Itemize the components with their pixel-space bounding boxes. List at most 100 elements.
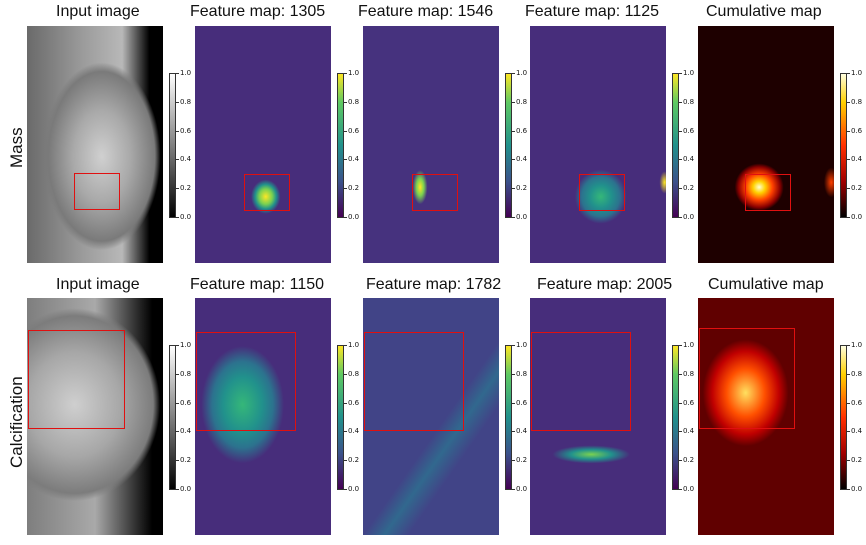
title-r1-cum: Cumulative map: [706, 3, 822, 20]
colorbar-tick-label: 0.6: [180, 398, 192, 407]
colorbar-tick-label: 1.0: [516, 69, 528, 77]
colorbar-tick-mark: [344, 130, 347, 132]
colorbar-tick-label: 0.6: [683, 398, 695, 407]
colorbar-tick-mark: [679, 402, 682, 404]
colorbar-tick-label: 0.4: [180, 155, 192, 164]
colorbar-tick-mark: [176, 460, 179, 462]
colorbar-tick-label: 0.6: [851, 126, 863, 135]
colorbar-tick-mark: [344, 101, 347, 103]
colorbar-tick-label: 0.0: [180, 213, 192, 221]
colorbar-calcification-fm1150: [337, 345, 344, 490]
title-r1-fm1: Feature map: 1305: [190, 3, 326, 20]
colorbar-tick-label: 0.2: [851, 184, 863, 193]
colorbar-tick-mark: [847, 431, 850, 433]
colorbar-tick-label: 1.0: [180, 341, 192, 349]
colorbar-tick-mark: [679, 188, 682, 190]
colorbar-tick-mark: [344, 188, 347, 190]
mass-feature-map-1546: [363, 26, 499, 263]
colorbar-tick-label: 0.8: [683, 97, 695, 106]
colorbar-mass-fm1305: [337, 73, 344, 218]
colorbar-tick-label: 0.0: [516, 485, 528, 493]
colorbar-tick-label: 0.2: [348, 184, 360, 193]
colorbar-tick-label: 0.6: [180, 126, 192, 135]
colorbar-tick-label: 0.8: [516, 97, 528, 106]
colorbar-tick-label: 0.0: [851, 485, 863, 493]
colorbar-tick-label: 1.0: [683, 69, 695, 77]
colorbar-tick-mark: [847, 188, 850, 190]
colorbar-tick-label: 1.0: [348, 341, 360, 349]
colorbar-tick-label: 0.8: [516, 369, 528, 378]
colorbar-tick-mark: [512, 159, 515, 161]
colorbar-tick-label: 0.8: [851, 369, 863, 378]
colorbar-tick-label: 0.8: [348, 97, 360, 106]
mass-feature-map-1305: [195, 26, 331, 263]
colorbar-tick-label: 0.0: [180, 485, 192, 493]
colorbar-tick-label: 0.2: [180, 456, 192, 465]
title-r2-cum: Cumulative map: [708, 276, 824, 293]
calcification-fm1782-roi: [364, 332, 464, 431]
colorbar-tick-label: 0.2: [683, 184, 695, 193]
colorbar-tick-label: 0.2: [683, 456, 695, 465]
calcification-input-image: [27, 298, 163, 535]
colorbar-tick-mark: [344, 431, 347, 433]
colorbar-tick-mark: [512, 188, 515, 190]
colorbar-tick-mark: [847, 345, 850, 346]
title-r2-fm3: Feature map: 2005: [537, 276, 673, 293]
colorbar-tick-mark: [176, 188, 179, 190]
colorbar-tick-mark: [679, 130, 682, 132]
colorbar-tick-label: 0.8: [683, 369, 695, 378]
colorbar-tick-label: 0.0: [683, 485, 695, 493]
colorbar-tick-label: 1.0: [851, 69, 863, 77]
colorbar-tick-mark: [344, 460, 347, 462]
colorbar-tick-mark: [679, 345, 682, 346]
colorbar-tick-label: 1.0: [180, 69, 192, 77]
colorbar-tick-label: 0.2: [516, 456, 528, 465]
colorbar-tick-label: 0.6: [516, 126, 528, 135]
calcification-fm2005-roi: [531, 332, 631, 431]
colorbar-tick-mark: [512, 431, 515, 433]
colorbar-tick-label: 0.6: [851, 398, 863, 407]
colorbar-tick-mark: [512, 373, 515, 375]
colorbar-tick-mark: [679, 159, 682, 161]
colorbar-tick-label: 0.6: [348, 126, 360, 135]
colorbar-tick-label: 0.0: [683, 213, 695, 221]
colorbar-tick-mark: [679, 460, 682, 462]
mass-fm1305-roi: [244, 174, 290, 211]
colorbar-tick-mark: [512, 217, 515, 218]
title-r1-input: Input image: [56, 3, 140, 20]
colorbar-tick-label: 0.4: [683, 155, 695, 164]
colorbar-tick-mark: [679, 431, 682, 433]
calcification-feature-map-2005: [530, 298, 666, 535]
colorbar-tick-label: 0.0: [516, 213, 528, 221]
colorbar-tick-label: 0.6: [516, 398, 528, 407]
mass-input-image: [27, 26, 163, 263]
colorbar-tick-mark: [679, 101, 682, 103]
colorbar-tick-mark: [847, 73, 850, 74]
colorbar-tick-label: 1.0: [683, 341, 695, 349]
colorbar-tick-mark: [847, 402, 850, 404]
row-label-calcification: Calcification: [7, 376, 26, 468]
title-r2-fm1: Feature map: 1150: [190, 276, 325, 293]
colorbar-tick-mark: [679, 373, 682, 375]
title-r1-fm2: Feature map: 1546: [358, 3, 494, 20]
colorbar-tick-label: 0.4: [516, 155, 528, 164]
colorbar-tick-label: 0.0: [851, 213, 863, 221]
colorbar-tick-label: 0.4: [516, 427, 528, 436]
mass-feature-map-1125: [530, 26, 666, 263]
colorbar-tick-mark: [176, 130, 179, 132]
calcification-fm1150-roi: [196, 332, 296, 431]
colorbar-tick-mark: [512, 130, 515, 132]
colorbar-calcification-fm2005: [672, 345, 679, 490]
calcification-input-roi: [28, 330, 125, 429]
mass-cumulative-map: [698, 26, 834, 263]
colorbar-tick-label: 0.4: [348, 155, 360, 164]
colorbar-tick-label: 0.2: [348, 456, 360, 465]
colorbar-tick-mark: [176, 159, 179, 161]
calcification-feature-map-1150: [195, 298, 331, 535]
colorbar-tick-label: 0.2: [180, 184, 192, 193]
colorbar-tick-mark: [344, 373, 347, 375]
colorbar-tick-mark: [512, 101, 515, 103]
colorbar-tick-label: 1.0: [348, 69, 360, 77]
colorbar-mass-fm1125: [672, 73, 679, 218]
colorbar-tick-mark: [847, 101, 850, 103]
